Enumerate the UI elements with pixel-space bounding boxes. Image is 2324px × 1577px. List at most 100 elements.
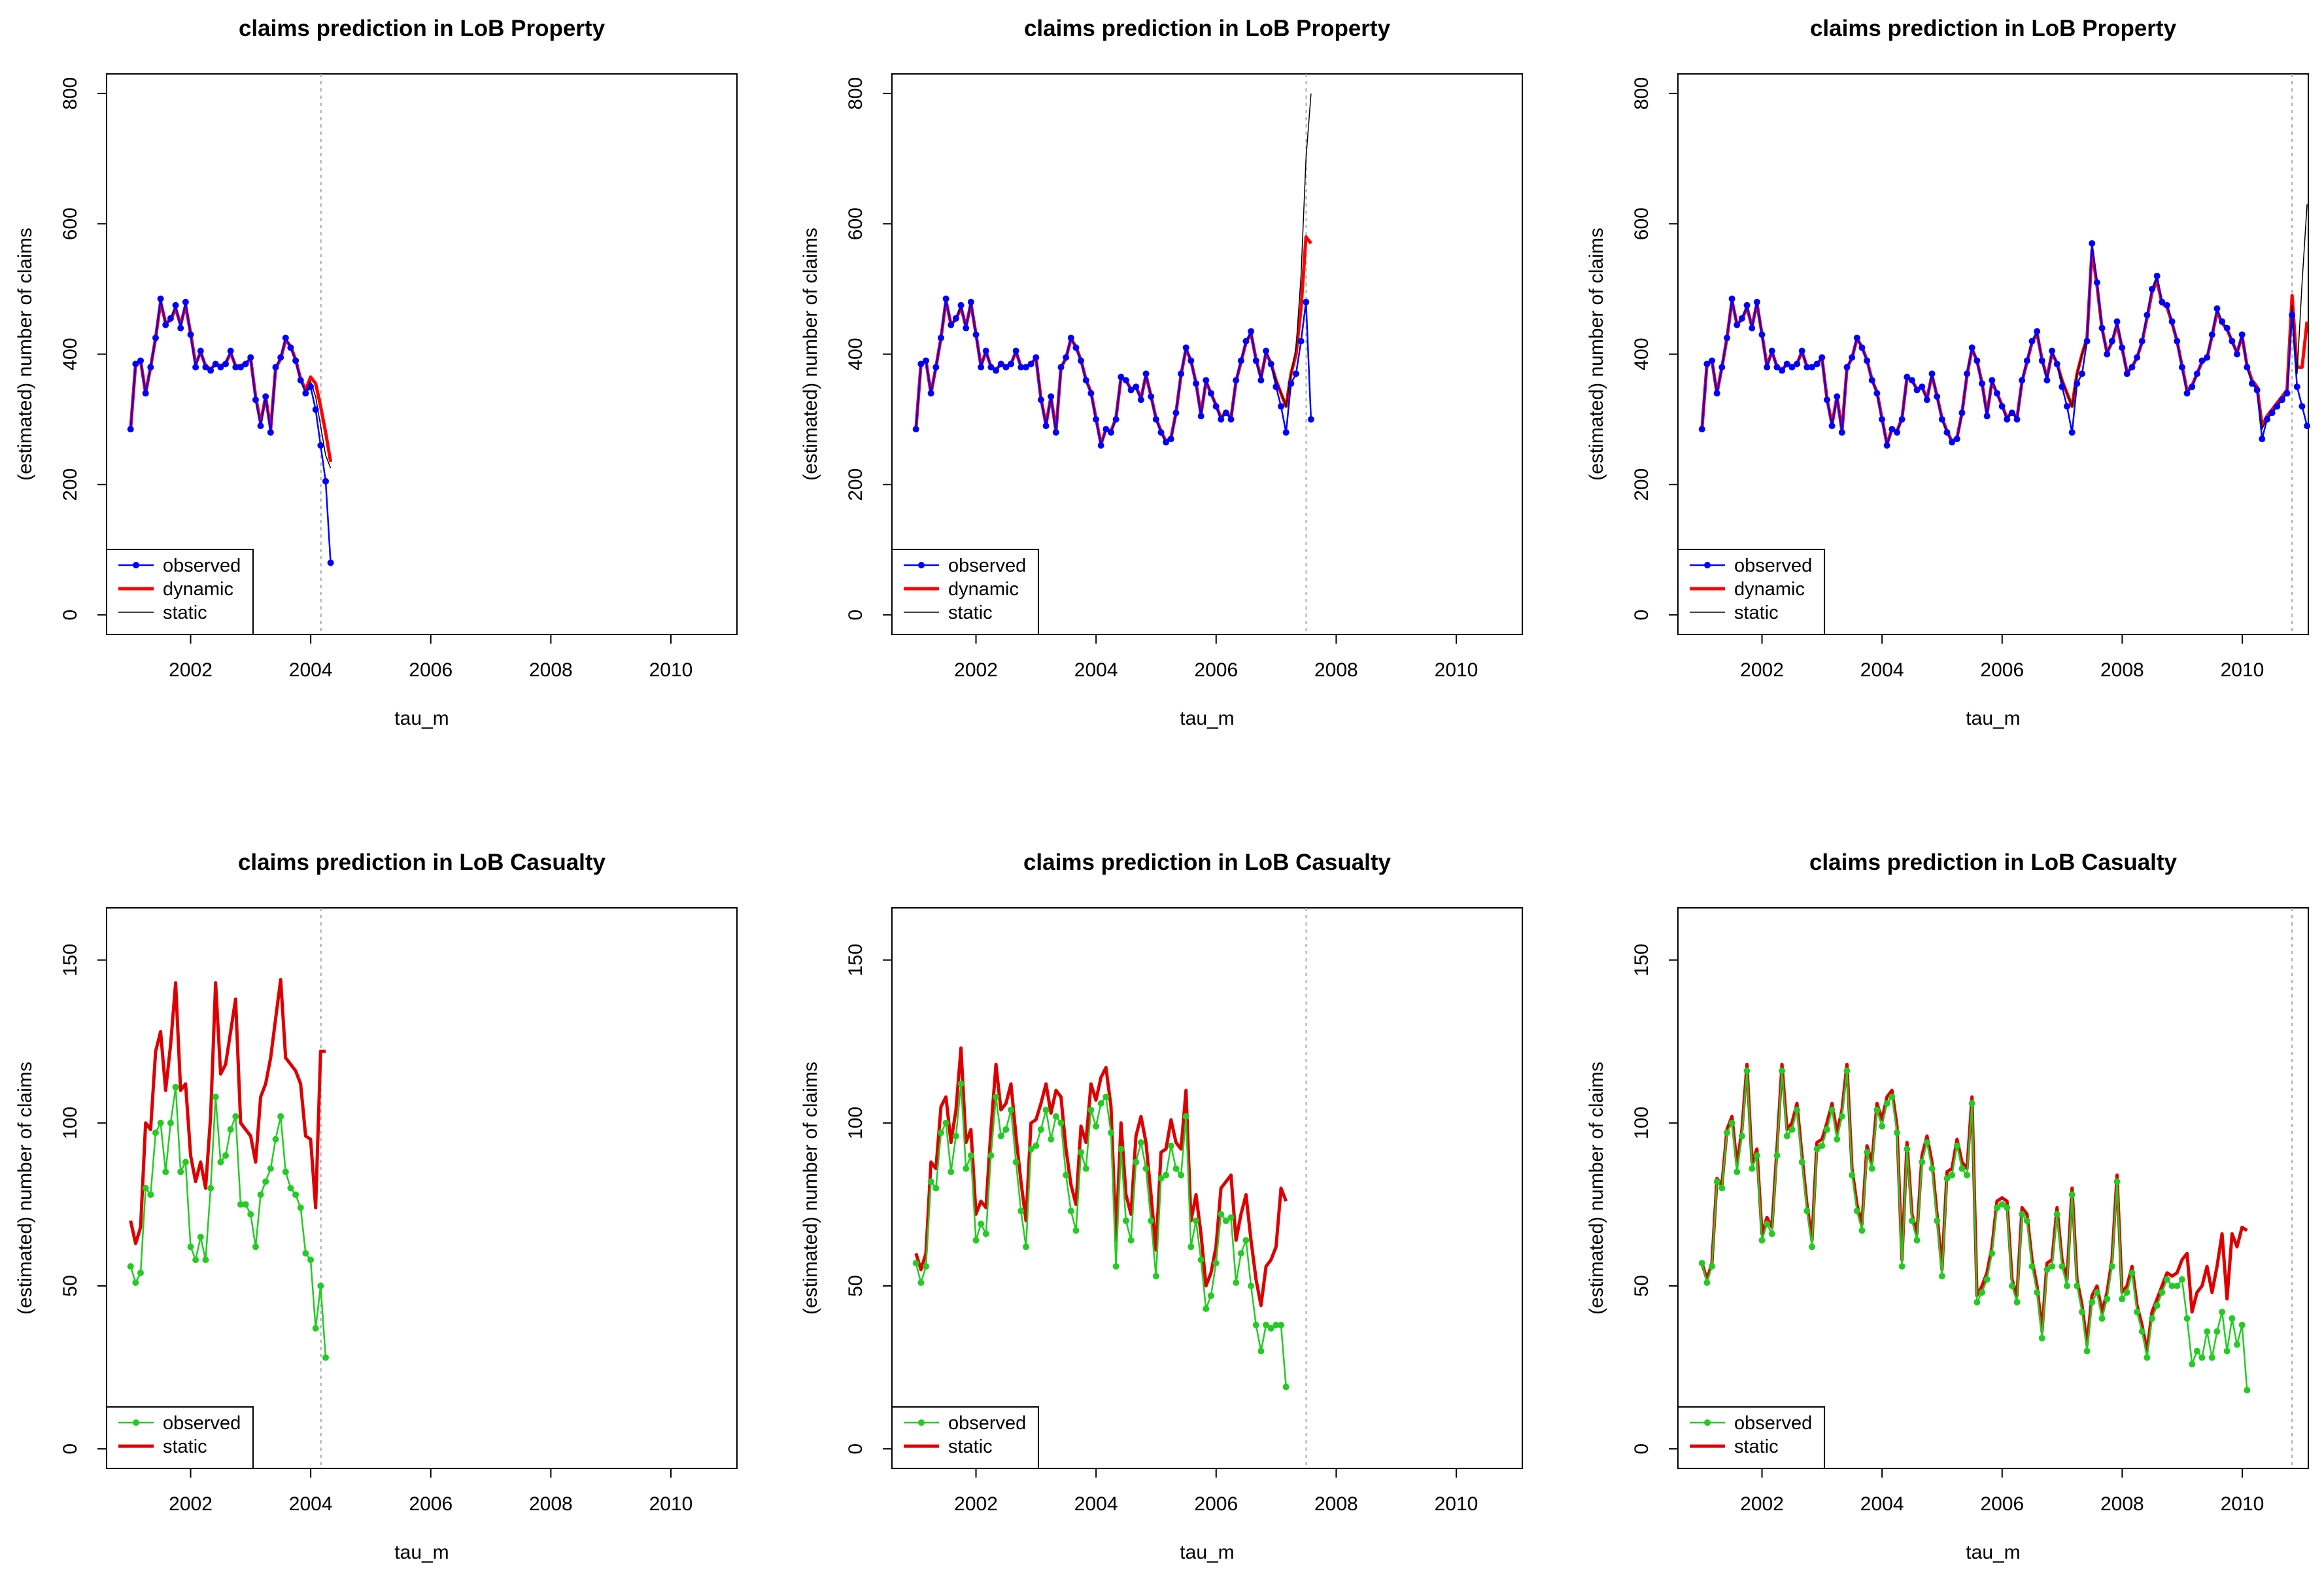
x-tick-label: 2004 [289, 659, 333, 681]
data-point-observed [1853, 334, 1860, 341]
data-point-observed [2034, 1289, 2041, 1296]
data-point-observed [1042, 1106, 1050, 1113]
series-line-static [129, 300, 332, 469]
data-point-observed [2189, 1360, 2196, 1368]
x-tick-label: 2002 [954, 1493, 998, 1515]
chart-panel-6: claims prediction in LoB Casualty 2002 200… [1586, 850, 2309, 1563]
data-point-observed [2059, 1263, 2066, 1270]
data-point-observed [1779, 367, 1786, 374]
data-point-observed [2293, 383, 2300, 390]
data-point-observed [292, 1191, 299, 1198]
data-point-observed [963, 1165, 970, 1172]
data-point-observed [917, 360, 925, 368]
y-tick-label: 400 [845, 338, 866, 370]
chart-panel-4: claims prediction in LoB Casualty 2002 200… [14, 850, 738, 1563]
plot-frame [891, 907, 1523, 1469]
data-point-observed [1919, 1158, 1926, 1166]
data-point-observed [262, 1178, 269, 1185]
legend-box [1677, 1406, 1825, 1469]
data-point-observed [152, 1129, 159, 1136]
data-point-observed [127, 1263, 134, 1270]
data-point-observed [1212, 403, 1220, 410]
data-point-observed [2253, 387, 2261, 394]
chart-panel-3: claims prediction in LoB Property 2002 200… [1586, 16, 2311, 729]
data-point-observed [2159, 1289, 2166, 1296]
x-tick-label: 2006 [409, 1493, 453, 1515]
data-point-observed [2089, 240, 2096, 247]
data-point-observed [212, 360, 219, 368]
x-axis-label: tau_m [394, 1542, 449, 1563]
data-point-observed [2019, 1211, 2026, 1218]
chart-title: claims prediction in LoB Property [1810, 16, 2177, 41]
y-tick-label: 600 [845, 207, 866, 240]
data-point-observed [327, 559, 334, 566]
data-point-observed [1803, 364, 1811, 371]
data-point-observed [1964, 370, 1971, 377]
data-point-observed [2068, 429, 2076, 436]
chart-panel-5: claims prediction in LoB Casualty 2002 200… [800, 850, 1523, 1563]
data-point-observed [317, 1282, 324, 1289]
plot-frame [1677, 907, 2309, 1469]
data-point-observed [1989, 1250, 1996, 1257]
data-point-observed [942, 1119, 949, 1126]
data-point-observed [142, 1185, 149, 1192]
data-point-observed [1212, 1260, 1220, 1267]
data-point-observed [2213, 1328, 2221, 1335]
data-point-observed [1849, 354, 1856, 361]
data-point-observed [1868, 377, 1875, 384]
data-point-observed [1698, 426, 1705, 433]
data-point-observed [2053, 1211, 2060, 1218]
data-point-observed [1764, 364, 1771, 371]
legend-marker-observed [1704, 1419, 1711, 1426]
data-point-observed [1192, 380, 1199, 387]
data-point-observed [1883, 1100, 1890, 1107]
data-point-observed [2268, 409, 2276, 417]
x-tick-label: 2004 [289, 1493, 333, 1515]
legend-label-observed: observed [163, 555, 241, 576]
data-point-observed [2004, 416, 2011, 423]
data-point-observed [1983, 1276, 1991, 1283]
data-point-observed [2074, 1282, 2081, 1289]
data-point-observed [1713, 1178, 1720, 1185]
data-point-observed [247, 354, 254, 361]
data-point-observed [1122, 377, 1129, 384]
data-point-observed [1133, 383, 1140, 390]
data-point-observed [1788, 364, 1796, 371]
data-point-observed [1163, 439, 1170, 446]
data-point-observed [182, 1158, 189, 1166]
data-point-observed [2008, 409, 2015, 417]
data-point-observed [2104, 1295, 2111, 1302]
data-point-observed [1838, 1113, 1845, 1120]
y-tick-label: 200 [1631, 468, 1652, 501]
data-point-observed [1282, 1383, 1290, 1391]
data-point-observed [2098, 324, 2106, 332]
x-tick-label: 2006 [409, 659, 453, 681]
data-point-observed [1078, 1149, 1085, 1156]
data-point-observed [2234, 351, 2241, 358]
legend-label-observed: observed [163, 1413, 241, 1434]
x-tick-label: 2006 [1980, 1493, 2024, 1515]
data-point-observed [1753, 1152, 1760, 1159]
x-tick-label: 2006 [1194, 659, 1238, 681]
data-point-observed [2038, 1334, 2045, 1342]
x-tick-label: 2010 [2221, 1493, 2264, 1515]
data-point-observed [1938, 1273, 1945, 1280]
data-point-observed [2108, 338, 2115, 345]
data-point-observed [307, 383, 315, 390]
data-point-observed [2193, 370, 2200, 377]
data-point-observed [2038, 357, 2045, 364]
x-tick-label: 2008 [529, 1493, 573, 1515]
legend-label-static: static [163, 602, 207, 623]
data-point-observed [2028, 1263, 2036, 1270]
data-point-observed [937, 334, 944, 341]
data-point-observed [1728, 1119, 1735, 1126]
data-point-observed [2119, 1295, 2126, 1302]
data-point-observed [1913, 387, 1921, 394]
data-point-observed [262, 393, 269, 400]
x-tick-label: 2002 [1740, 659, 1784, 681]
data-point-observed [957, 1081, 965, 1088]
data-point-observed [1808, 1243, 1815, 1251]
data-point-observed [1097, 1100, 1104, 1107]
data-point-observed [2064, 1282, 2071, 1289]
data-point-observed [1834, 1135, 1841, 1143]
